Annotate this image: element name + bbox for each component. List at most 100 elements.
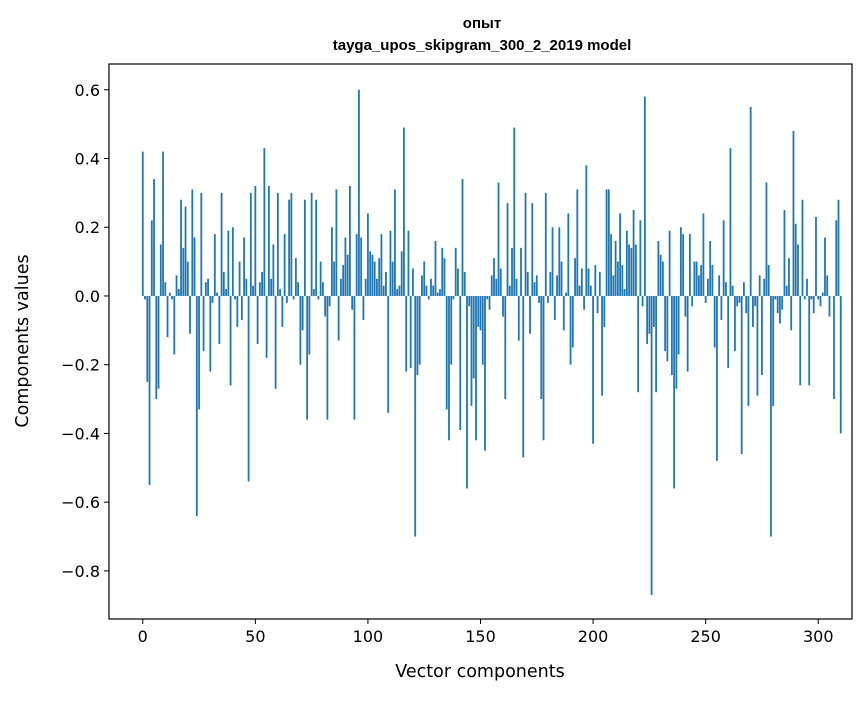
bar-241 [684,296,686,317]
bar-97 [360,238,362,296]
bar-104 [376,279,378,296]
bar-102 [372,255,374,296]
bar-116 [403,128,405,296]
bar-259 [725,282,727,296]
bar-192 [574,258,576,296]
bar-60 [277,193,279,296]
bar-303 [824,238,826,296]
bar-80 [322,282,324,296]
bar-79 [320,262,322,296]
bar-2 [146,296,148,382]
bar-294 [804,296,806,299]
bar-196 [583,296,585,310]
bar-62 [281,296,283,327]
bar-150 [480,296,482,330]
bar-32 [214,234,216,296]
bar-139 [455,248,457,296]
bar-148 [475,296,477,440]
bar-49 [252,286,254,296]
bar-8 [160,244,162,296]
bar-225 [648,296,650,334]
bar-107 [383,286,385,296]
bar-185 [558,227,560,296]
bar-85 [333,262,335,296]
bar-46 [245,279,247,296]
bar-123 [419,296,421,365]
bar-54 [263,148,265,296]
bar-51 [257,296,259,344]
bar-188 [565,293,567,296]
bar-149 [477,296,479,327]
bar-288 [790,296,792,330]
bar-140 [457,268,459,295]
bar-211 [617,262,619,296]
bar-238 [678,296,680,354]
bar-7 [158,296,160,389]
bar-50 [254,186,256,296]
bar-133 [441,248,443,296]
bar-279 [770,296,772,537]
bar-213 [621,265,623,296]
bar-224 [646,296,648,344]
bar-67 [293,296,295,299]
bar-31 [212,296,214,303]
bar-266 [741,296,743,454]
y-tick-label: −0.2 [61,356,100,375]
bar-145 [468,296,470,306]
bar-286 [786,286,788,296]
bar-118 [408,231,410,296]
bar-69 [297,282,299,296]
bar-28 [205,282,207,296]
bar-247 [698,275,700,296]
bar-215 [626,231,628,296]
bar-137 [450,296,452,365]
bar-15 [176,275,178,296]
bar-252 [709,241,711,296]
bar-233 [666,296,668,361]
bar-36 [223,272,225,296]
bar-132 [439,289,441,296]
bar-209 [612,275,614,296]
bar-136 [448,296,450,440]
bar-99 [365,279,367,296]
bar-66 [290,193,292,296]
bar-0 [142,152,144,296]
bar-181 [549,272,551,296]
bar-127 [428,296,430,299]
bar-162 [507,203,509,296]
bar-302 [822,293,824,296]
bar-194 [579,286,581,296]
bar-190 [570,296,572,365]
bar-9 [162,152,164,296]
bar-76 [313,289,315,296]
bar-100 [367,213,369,295]
bar-71 [302,296,304,330]
bar-284 [781,296,783,310]
bar-65 [288,200,290,296]
bar-88 [340,279,342,296]
bar-21 [189,296,191,334]
bar-180 [547,296,549,303]
bar-270 [750,107,752,296]
bar-53 [261,272,263,296]
bar-175 [536,275,538,296]
bar-268 [745,296,747,313]
bar-242 [687,296,689,372]
bar-155 [491,275,493,296]
bar-92 [349,186,351,296]
bar-157 [495,279,497,296]
bar-159 [500,268,502,295]
bar-142 [462,179,464,296]
bar-263 [734,296,736,351]
bar-63 [284,234,286,296]
bar-278 [768,265,770,296]
bar-4 [151,220,153,296]
bar-141 [459,296,461,430]
x-tick-label: 300 [803,627,834,646]
bar-249 [703,213,705,295]
bar-267 [743,282,745,296]
bar-81 [324,296,326,317]
bar-290 [795,224,797,296]
bar-143 [464,272,466,296]
